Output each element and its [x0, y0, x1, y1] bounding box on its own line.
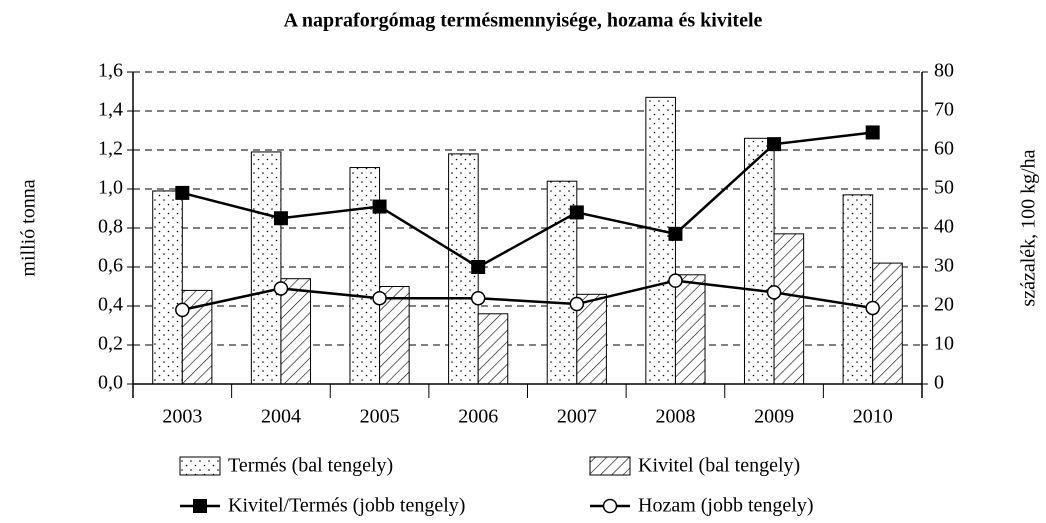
bar — [773, 233, 805, 385]
x-tick-label: 2004 — [261, 406, 301, 428]
y2-tick-label: 80 — [934, 60, 954, 82]
y2-tick-label: 40 — [934, 216, 954, 238]
y-tick-label: 1,6 — [98, 60, 123, 82]
y2-tick-label: 50 — [934, 177, 954, 199]
point — [865, 300, 880, 316]
point — [372, 199, 387, 214]
legend-label: Hozam (jobb tengely) — [638, 495, 814, 517]
legend-marker — [602, 498, 618, 514]
y2-tick-label: 60 — [934, 138, 954, 160]
x-tick-label: 2006 — [458, 406, 498, 428]
line — [182, 279, 873, 312]
bar — [872, 262, 903, 385]
point — [767, 137, 782, 152]
bar — [250, 151, 282, 385]
bar — [674, 274, 706, 385]
y-tick-label: 1,4 — [98, 99, 123, 121]
y2-axis-label: százalék, 100 kg/ha — [1018, 149, 1040, 306]
bar — [842, 194, 874, 385]
y-tick-label: 0,0 — [98, 372, 123, 394]
x-tick-label: 2009 — [754, 406, 794, 428]
x-tick-label: 2010 — [853, 406, 893, 428]
y-tick-label: 0,4 — [98, 294, 123, 316]
y-tick-label: 0,8 — [98, 216, 123, 238]
legend-swatch — [179, 456, 221, 476]
bar — [477, 313, 509, 385]
point — [668, 226, 683, 241]
point — [372, 290, 387, 306]
point — [865, 125, 880, 140]
y-tick-label: 0,2 — [98, 333, 123, 355]
y-axis-label: millió tonna — [18, 179, 40, 276]
x-tick-label: 2008 — [655, 406, 695, 428]
y2-tick-label: 30 — [934, 255, 954, 277]
y-tick-label: 1,0 — [98, 177, 123, 199]
legend-label: Kivitel/Termés (jobb tengely) — [228, 495, 465, 517]
y2-tick-label: 20 — [934, 294, 954, 316]
point — [569, 296, 585, 312]
x-tick-label: 2007 — [557, 406, 597, 428]
bar — [280, 278, 312, 385]
y2-tick-label: 70 — [934, 99, 954, 121]
point — [668, 273, 683, 288]
point — [470, 290, 486, 306]
y2-tick-label: 10 — [934, 333, 954, 355]
point — [273, 281, 289, 296]
point — [569, 205, 584, 220]
y-tick-label: 0,6 — [98, 255, 123, 277]
point — [471, 260, 486, 274]
legend-marker — [193, 499, 207, 513]
chart-title: A napraforgómag termésmennyisége, hozama… — [284, 10, 763, 32]
bar — [576, 293, 607, 385]
y-tick-label: 1,2 — [98, 138, 123, 160]
y2-tick-label: 0 — [934, 372, 944, 394]
bar — [152, 190, 183, 385]
x-tick-label: 2005 — [360, 406, 400, 428]
point — [175, 185, 190, 200]
legend-label: Termés (bal tengely) — [228, 455, 393, 477]
bar — [743, 137, 775, 385]
point — [273, 211, 288, 226]
legend-swatch — [589, 456, 631, 476]
legend-label: Kivitel (bal tengely) — [638, 455, 800, 477]
point — [766, 285, 782, 300]
point — [175, 302, 190, 318]
line — [182, 131, 873, 269]
x-tick-label: 2003 — [162, 406, 202, 428]
